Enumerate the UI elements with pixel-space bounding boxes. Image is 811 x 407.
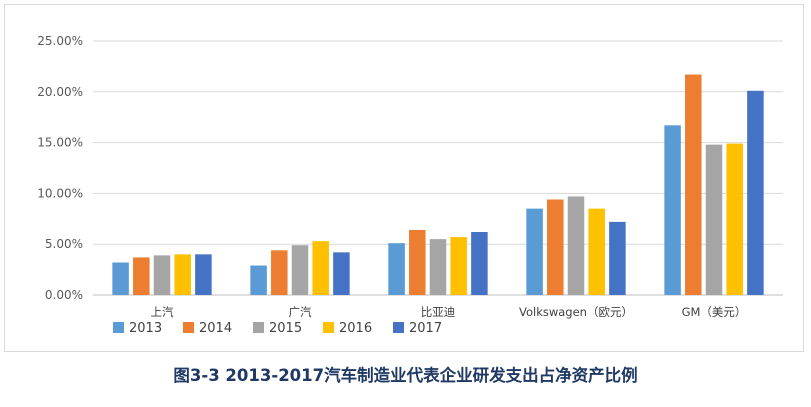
legend-swatch xyxy=(183,322,194,333)
legend-item: 2016 xyxy=(323,321,372,336)
x-tick-label: GM（美元） xyxy=(682,305,747,319)
bar xyxy=(705,144,723,295)
x-axis: 上汽 广汽 比亚迪 Volkswagen（欧元） GM（美元） xyxy=(151,305,747,319)
bar xyxy=(471,232,488,295)
legend-item: 2013 xyxy=(113,321,162,336)
legend-label: 2017 xyxy=(409,321,442,336)
bar xyxy=(333,252,350,295)
legend-swatch xyxy=(113,322,124,333)
bar xyxy=(609,221,626,295)
x-tick-label: 上汽 xyxy=(151,305,174,319)
bar xyxy=(195,254,212,295)
figure-caption: 图3-3 2013-2017汽车制造业代表企业研发支出占净资产比例 xyxy=(173,366,638,385)
bar xyxy=(133,257,150,295)
y-tick-label: 0.00% xyxy=(45,288,83,302)
y-tick-label: 10.00% xyxy=(37,186,83,200)
legend: 2013 2014 2015 2016 2017 xyxy=(113,321,442,336)
legend-item: 2014 xyxy=(183,321,232,336)
legend-label: 2013 xyxy=(129,321,162,336)
bar xyxy=(250,265,267,295)
bar xyxy=(526,208,543,295)
bar xyxy=(271,250,288,295)
x-tick-label: 广汽 xyxy=(289,305,312,319)
bar xyxy=(726,143,743,295)
legend-label: 2014 xyxy=(199,321,232,336)
bar xyxy=(664,125,681,295)
bar xyxy=(747,90,764,295)
y-tick-label: 20.00% xyxy=(37,85,83,99)
bar xyxy=(588,208,605,295)
y-axis: 0.00% 5.00% 10.00% 15.00% 20.00% 25.00% xyxy=(37,34,83,302)
bar xyxy=(291,245,309,295)
bar xyxy=(547,199,564,295)
x-tick-label: Volkswagen（欧元） xyxy=(519,305,633,319)
bar xyxy=(567,196,585,295)
bar-chart: 0.00% 5.00% 10.00% 15.00% 20.00% 25.00% 上汽 广汽 比… xyxy=(37,34,783,336)
bar xyxy=(153,255,171,295)
legend-swatch xyxy=(393,322,404,333)
bar xyxy=(312,241,329,295)
y-tick-label: 5.00% xyxy=(45,237,83,251)
bar xyxy=(450,237,467,295)
chart-area: 0.00% 5.00% 10.00% 15.00% 20.00% 25.00% 上汽 广汽 比… xyxy=(4,4,804,352)
bar xyxy=(174,254,191,295)
bar xyxy=(409,229,426,295)
y-tick-label: 25.00% xyxy=(37,34,83,48)
bar xyxy=(429,239,447,295)
bars xyxy=(112,74,764,295)
legend-swatch xyxy=(323,322,334,333)
legend-item: 2015 xyxy=(253,321,302,336)
legend-label: 2016 xyxy=(339,321,372,336)
legend-swatch xyxy=(253,322,264,333)
x-tick-label: 比亚迪 xyxy=(421,305,456,319)
bar xyxy=(685,74,702,295)
bar xyxy=(112,262,129,295)
bar xyxy=(388,243,405,295)
y-tick-label: 15.00% xyxy=(37,136,83,150)
legend-label: 2015 xyxy=(269,321,302,336)
legend-item: 2017 xyxy=(393,321,442,336)
